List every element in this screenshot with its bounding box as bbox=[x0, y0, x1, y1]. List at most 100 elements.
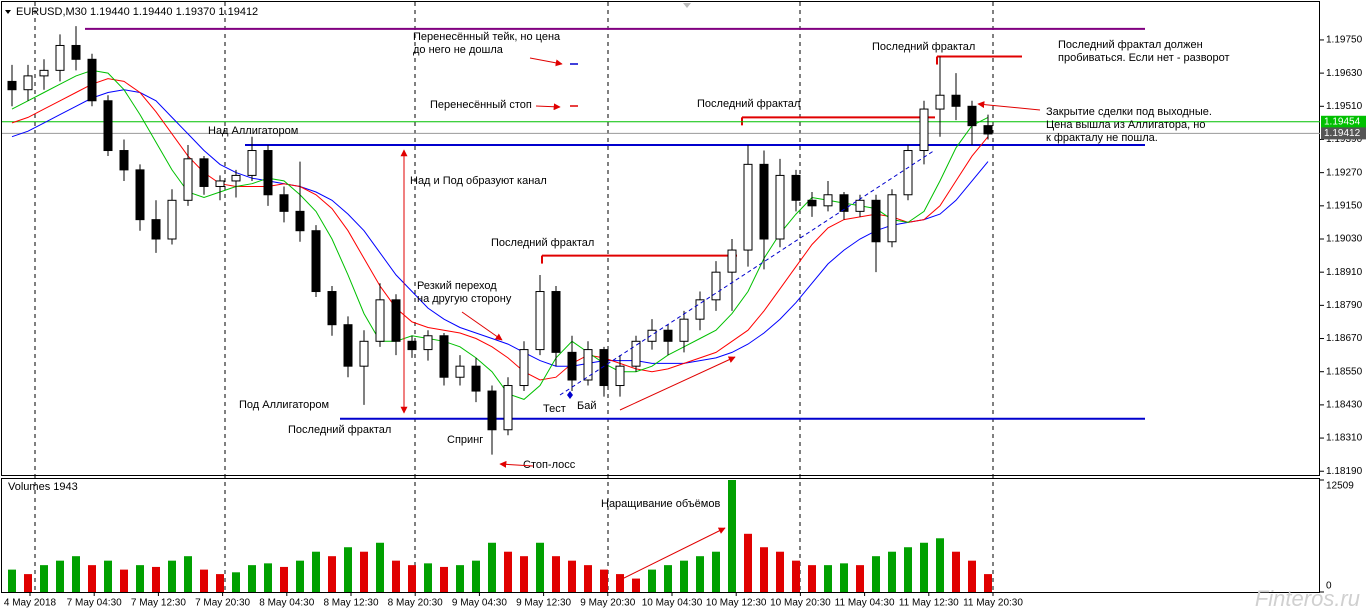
candle-body bbox=[679, 318, 689, 342]
price-panel bbox=[1, 1, 1320, 476]
arrow bbox=[529, 57, 563, 67]
candle-body bbox=[23, 75, 33, 91]
annotation: Последний фрактал bbox=[491, 237, 594, 249]
candle-body bbox=[407, 340, 417, 351]
candle-body bbox=[375, 299, 385, 342]
volume-bar bbox=[856, 565, 864, 592]
x-tick-label: 11 May 04:30 bbox=[835, 598, 895, 609]
x-tick-label: 9 May 12:30 bbox=[516, 598, 571, 609]
annotation: Цена вышла из Аллигатора, но bbox=[1046, 119, 1205, 131]
candle-body bbox=[87, 58, 97, 102]
y-tick-label: 1.19510 bbox=[1326, 101, 1363, 112]
indicator-line bbox=[11, 78, 989, 381]
price-tag bbox=[1321, 127, 1366, 140]
price-tag-label: 1.19412 bbox=[1324, 128, 1361, 139]
candle-body bbox=[263, 150, 273, 196]
volume-bar bbox=[968, 560, 976, 592]
entry-marker bbox=[567, 391, 573, 399]
candle-body bbox=[647, 329, 657, 342]
chart-header: EURUSD,M30 1.19440 1.19440 1.19370 1.194… bbox=[16, 6, 258, 18]
volume-bar bbox=[360, 551, 368, 592]
candle-body bbox=[247, 150, 257, 176]
volume-bar bbox=[136, 565, 144, 592]
y-tick-label: 1.18310 bbox=[1326, 433, 1363, 444]
volume-bar bbox=[504, 551, 512, 592]
candle-body bbox=[423, 335, 433, 351]
x-tick-label: 7 May 12:30 bbox=[131, 598, 186, 609]
volume-bar bbox=[40, 565, 48, 592]
arrow bbox=[535, 103, 561, 111]
x-tick-label: 4 May 2018 bbox=[4, 598, 57, 609]
y-tick-label: 0 bbox=[1326, 581, 1332, 592]
x-tick-label: 10 May 20:30 bbox=[770, 598, 831, 609]
price-tag-label: 1.19454 bbox=[1324, 116, 1361, 127]
volume-bar bbox=[520, 556, 528, 592]
annotation: Бай bbox=[577, 400, 596, 412]
candle-body bbox=[215, 180, 225, 187]
candle-body bbox=[39, 69, 49, 77]
volume-bar bbox=[728, 480, 736, 592]
annotation: Спринг bbox=[447, 434, 483, 446]
annotation: Наращивание объёмов bbox=[601, 498, 720, 510]
volume-bar bbox=[120, 569, 128, 592]
y-tick-label: 1.18910 bbox=[1326, 267, 1363, 278]
candle-body bbox=[631, 340, 641, 367]
volume-bar bbox=[824, 565, 832, 592]
volume-bar bbox=[920, 542, 928, 592]
annotation: Резкий переход bbox=[417, 280, 497, 292]
candle-body bbox=[871, 199, 881, 243]
candle-body bbox=[279, 194, 289, 212]
volume-bar bbox=[88, 565, 96, 592]
candle-body bbox=[759, 163, 769, 240]
volume-bar bbox=[696, 556, 704, 592]
y-tick-label: 1.19270 bbox=[1326, 167, 1363, 178]
annotation: Последний фрактал должен bbox=[1058, 39, 1203, 51]
y-tick-label: 1.18670 bbox=[1326, 333, 1363, 344]
y-tick-label: 1.19150 bbox=[1326, 200, 1363, 211]
volume-bar bbox=[712, 551, 720, 592]
volume-bar bbox=[424, 563, 432, 592]
price-tag bbox=[1321, 115, 1366, 128]
volume-panel bbox=[1, 478, 1320, 593]
y-tick-label: 1.18550 bbox=[1326, 366, 1363, 377]
volume-bar bbox=[24, 574, 32, 592]
volume-bar bbox=[840, 563, 848, 592]
x-tick-label: 11 May 12:30 bbox=[899, 598, 959, 609]
y-tick-label: 1.18790 bbox=[1326, 300, 1363, 311]
candle-body bbox=[535, 291, 545, 351]
x-tick-label: 8 May 20:30 bbox=[388, 598, 443, 609]
volume-bar bbox=[568, 560, 576, 592]
y-tick-label: 1.18190 bbox=[1326, 466, 1363, 477]
volume-bar bbox=[952, 551, 960, 592]
volume-bar bbox=[648, 569, 656, 592]
candle-body bbox=[951, 94, 961, 107]
annotation: Закрытие сделки под выходные. bbox=[1046, 106, 1212, 118]
candle-body bbox=[935, 94, 945, 110]
volume-bar bbox=[552, 556, 560, 592]
y-tick-label: 1.19750 bbox=[1326, 35, 1363, 46]
arrow bbox=[977, 101, 1041, 111]
annotation: до него не дошла bbox=[413, 44, 504, 56]
annotation: Последний фрактал bbox=[872, 41, 975, 53]
candle-body bbox=[167, 199, 177, 240]
candle-body bbox=[103, 100, 113, 152]
annotation: Последний фрактал bbox=[697, 98, 800, 110]
watermark: Finteros.ru bbox=[1255, 586, 1360, 611]
candle-body bbox=[599, 349, 609, 387]
candle-body bbox=[55, 44, 65, 71]
candle-body bbox=[551, 291, 561, 353]
candle-body bbox=[343, 324, 353, 367]
volume-bar bbox=[904, 547, 912, 592]
candle-body bbox=[71, 44, 81, 60]
x-tick-label: 7 May 04:30 bbox=[67, 598, 122, 609]
candle-body bbox=[727, 249, 737, 273]
arrow bbox=[499, 460, 534, 468]
volume-bar bbox=[472, 560, 480, 592]
x-tick-label: 9 May 20:30 bbox=[580, 598, 635, 609]
volume-bar bbox=[408, 565, 416, 592]
candle-body bbox=[119, 150, 129, 171]
annotation: Стоп-лосс bbox=[523, 459, 576, 471]
y-tick-label: 1.19390 bbox=[1326, 134, 1363, 145]
